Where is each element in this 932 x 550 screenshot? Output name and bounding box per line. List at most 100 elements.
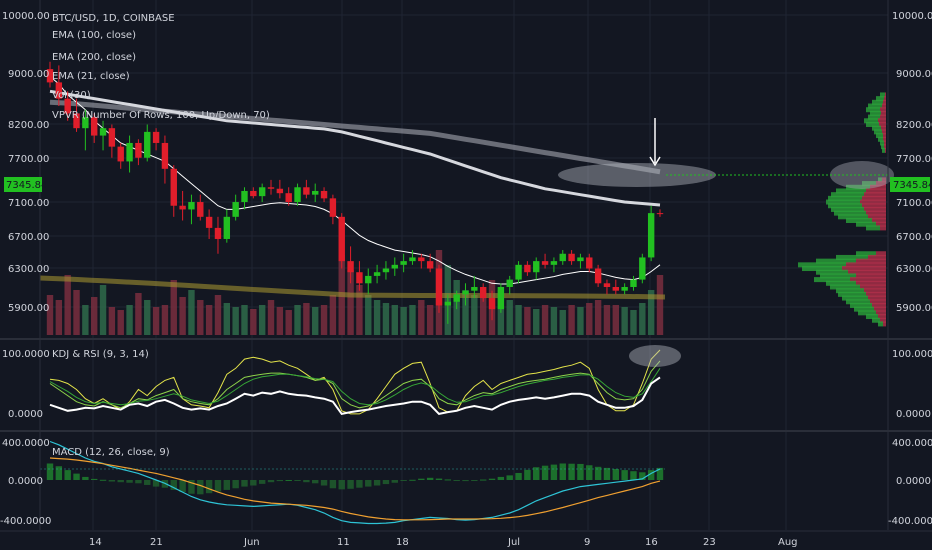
volume-bar	[506, 300, 513, 335]
indicator-ema21[interactable]: EMA (21, close)	[52, 71, 130, 82]
volume-bar	[267, 300, 275, 335]
candle-body	[338, 216, 345, 262]
kdj-k-line	[49, 360, 661, 409]
candle-body	[533, 261, 540, 273]
macd-signal-line	[49, 457, 661, 521]
macd-hist-bar	[55, 466, 63, 480]
candle-body	[276, 188, 284, 194]
macd-hist-bar	[205, 480, 213, 494]
vpvr-down-bar	[872, 302, 886, 308]
vpvr-down-bar	[870, 184, 886, 190]
time-axis-label: 11	[337, 537, 350, 548]
left-axis-label: 6700.00	[8, 232, 49, 243]
candle-body	[373, 272, 381, 276]
vpvr-down-bar	[883, 136, 886, 142]
volume-bar	[612, 305, 619, 335]
kdj-legend[interactable]: KDJ & RSI (9, 3, 14)	[52, 349, 149, 360]
vpvr-up-bar	[866, 225, 880, 231]
vpvr-up-bar	[798, 262, 846, 268]
macd-histogram	[46, 463, 664, 495]
macd-hist-bar	[320, 480, 328, 486]
vpvr-up-bar	[846, 299, 870, 305]
price-legend: BTC/USD, 1D, COINBASE EMA (100, close) E…	[52, 13, 270, 121]
volume-bar	[577, 307, 584, 335]
right-kdj-label: 0.0000	[896, 409, 931, 420]
macd-hist-bar	[152, 480, 160, 487]
macd-legend[interactable]: MACD (12, 26, close, 9)	[52, 447, 170, 458]
candles	[46, 61, 664, 324]
macd-hist-bar	[524, 469, 531, 480]
vpvr-up-bar	[828, 203, 862, 209]
candle-body	[418, 257, 425, 262]
left-axis-label: 8200.00	[8, 120, 49, 131]
candle-body	[594, 268, 602, 284]
vpvr-down-bar	[882, 177, 886, 183]
macd-hist-bar	[135, 480, 142, 484]
candle-body	[506, 279, 513, 287]
right-axis-label: 6700.00	[896, 232, 932, 243]
highlight-ellipse	[558, 163, 716, 187]
vpvr-down-bar	[846, 262, 886, 268]
indicator-vol[interactable]: Vol (30)	[52, 90, 91, 101]
candle-body	[258, 187, 266, 197]
indicator-vpvr[interactable]: VPVR (Number Of Rows, 100, Up/Down, 70)	[52, 110, 270, 121]
left-axis-label: 10000.00	[2, 11, 50, 22]
indicator-ema100[interactable]: EMA (100, close)	[52, 30, 136, 41]
vpvr-up-bar	[880, 140, 884, 146]
macd-hist-bar	[276, 480, 284, 482]
volume-bar	[46, 295, 54, 335]
volume-bar	[312, 307, 319, 335]
vpvr-up-bar	[836, 288, 864, 294]
candle-body	[64, 98, 71, 114]
vpvr-down-bar	[872, 218, 886, 224]
candle-body	[559, 253, 566, 262]
price-pane[interactable]	[39, 61, 894, 335]
time-axis-label: 14	[89, 537, 102, 548]
vpvr-up-bar	[880, 92, 885, 98]
macd-hist-bar	[647, 470, 655, 480]
volume-bar	[426, 305, 434, 335]
macd-hist-bar	[294, 480, 301, 481]
right-price-axis[interactable]: 10000.00 9000.00 8200.00 7700.00 7100.00…	[888, 11, 932, 527]
vpvr-down-bar	[876, 221, 886, 227]
volume-bar	[294, 305, 301, 335]
candle-body	[426, 261, 434, 269]
macd-hist-bar	[285, 480, 292, 481]
vpvr-up-bar	[872, 99, 883, 105]
macd-hist-bar	[541, 465, 549, 480]
candle-body	[312, 190, 319, 195]
left-macd-label: 400.0000	[2, 438, 50, 449]
volume-bar	[594, 300, 602, 335]
volume-bar	[373, 300, 381, 335]
vpvr-up-bar	[872, 125, 881, 131]
right-axis-label: 10000.00	[892, 11, 932, 22]
vpvr-up-bar	[846, 218, 872, 224]
left-macd-label: -400.0000	[0, 516, 51, 527]
left-price-axis[interactable]: 10000.00 9000.00 8200.00 7700.00 7100.00…	[0, 11, 51, 527]
vpvr-up-bar	[858, 310, 876, 316]
vpvr-down-bar	[864, 192, 886, 198]
volume-bar	[647, 290, 655, 335]
candle-body	[232, 202, 239, 217]
symbol-title[interactable]: BTC/USD, 1D, COINBASE	[52, 13, 175, 24]
kdj-pane[interactable]: KDJ & RSI (9, 3, 14)	[49, 345, 681, 416]
candle-body	[144, 131, 151, 158]
macd-hist-bar	[64, 470, 71, 480]
macd-hist-bar	[426, 477, 434, 480]
candle-body	[99, 128, 107, 136]
macd-hist-bar	[73, 473, 80, 480]
vpvr-up-bar	[831, 192, 864, 198]
candle-body	[550, 261, 558, 265]
vpvr-down-bar	[848, 269, 886, 275]
vpvr-up-bar	[856, 221, 876, 227]
time-axis[interactable]: 14 21 Jun 11 18 Jul 9 16 23 Aug	[89, 537, 798, 548]
vpvr-up-bar	[842, 295, 868, 301]
candle-body	[488, 298, 496, 310]
right-axis-label: 9000.00	[896, 69, 932, 80]
vpvr-up-bar	[866, 121, 879, 127]
indicator-ema200[interactable]: EMA (200, close)	[52, 52, 136, 63]
vpvr-down-bar	[880, 114, 886, 120]
macd-pane[interactable]: MACD (12, 26, close, 9)	[40, 440, 665, 525]
candle-body	[55, 82, 63, 99]
